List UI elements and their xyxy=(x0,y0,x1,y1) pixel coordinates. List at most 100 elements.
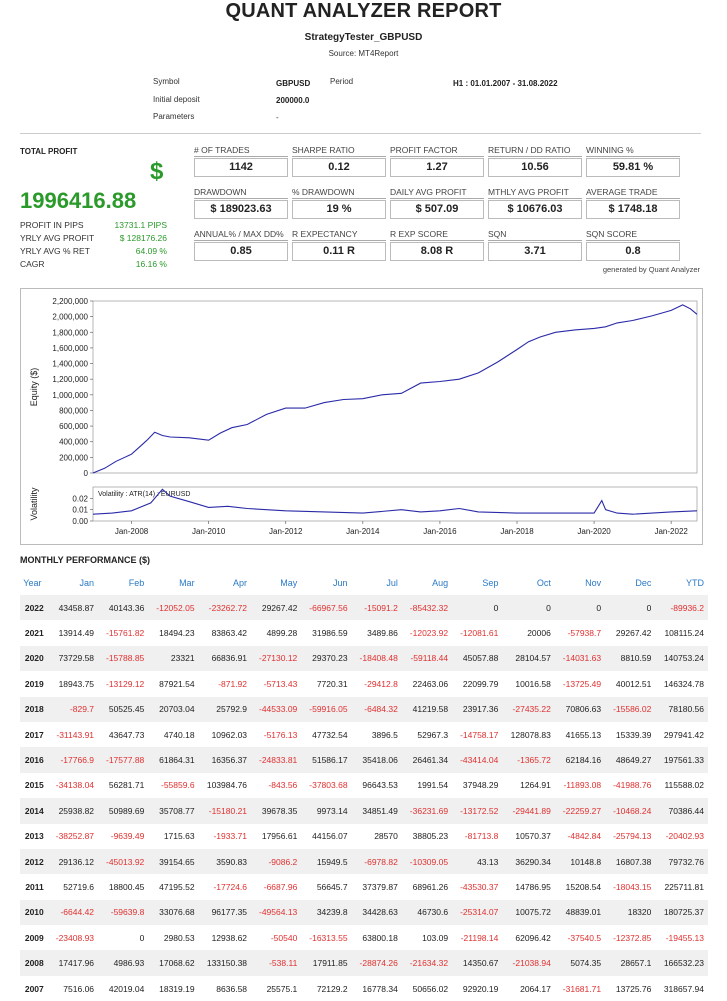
value-cell: 4740.18 xyxy=(163,729,195,740)
value-cell: 96177.35 xyxy=(198,899,252,926)
value-cell: 40012.51 xyxy=(615,678,652,689)
value-cell: 9973.14 xyxy=(301,798,352,824)
value-cell: 34428.63 xyxy=(351,899,402,926)
value-cell: 46730.6 xyxy=(401,899,453,926)
equity-chart-panel: 0 200,000 400,000 600,000 800,000 1,000,000 1,… xyxy=(20,288,703,545)
stat-label: PROFIT IN PIPS xyxy=(20,220,84,230)
y-tick-label: 1,000,000 xyxy=(52,391,88,400)
value-cell: -6978.82 xyxy=(351,848,402,875)
column-header: Sep xyxy=(482,578,499,588)
value-cell: 39154.65 xyxy=(148,848,199,875)
year-cell: 2021 xyxy=(24,628,44,639)
value-cell: 43.13 xyxy=(452,848,503,875)
value-cell: 23321 xyxy=(148,645,199,672)
value-cell: -34138.04 xyxy=(55,780,95,791)
value-cell: 10075.72 xyxy=(502,899,555,926)
metric-value: 0.8 xyxy=(586,242,680,261)
value-cell: 0 xyxy=(502,595,555,621)
x-tick-label: Jan-2012 xyxy=(269,527,303,536)
metric-label: # OF TRADES xyxy=(194,145,288,157)
value-cell: 0 xyxy=(452,595,503,621)
value-cell: 297941.42 xyxy=(663,729,704,740)
value-cell: 78180.56 xyxy=(655,696,708,722)
year-cell: 2018 xyxy=(20,696,48,722)
value-cell: -9639.49 xyxy=(110,831,145,842)
value-cell: 52967.3 xyxy=(417,729,449,740)
stat-label: YRLY AVG % RET xyxy=(20,246,90,256)
value-cell: 5074.35 xyxy=(554,950,606,976)
value-cell: 22463.06 xyxy=(412,678,449,689)
value-cell: -829.7 xyxy=(47,696,99,722)
metric-trades: # OF TRADES 1142 xyxy=(194,145,288,177)
metric-label: DRAWDOWN xyxy=(194,187,288,199)
value-cell: 39678.35 xyxy=(251,798,302,824)
value-cell: 31986.59 xyxy=(312,628,348,639)
value-cell: 18494.23 xyxy=(159,628,195,639)
value-cell: -17766.9 xyxy=(47,747,99,773)
value-cell: -13172.52 xyxy=(452,798,503,824)
value-cell: 25792.9 xyxy=(198,696,252,722)
value-cell: -10309.05 xyxy=(401,848,453,875)
value-cell: -24833.81 xyxy=(251,747,302,773)
metric-profit-factor: PROFIT FACTOR 1.27 xyxy=(390,145,484,177)
value-cell: -20402.93 xyxy=(665,831,704,842)
value-cell: 15949.5 xyxy=(301,848,352,875)
value-cell: -18408.48 xyxy=(351,645,402,672)
table-row: 2007 7516.06 42019.04 18319.19 8636.58 25575.… xyxy=(20,976,708,1001)
monthly-performance-table: Year Jan Feb Mar Apr May Jun Jul Aug Sep Oct Nov Dec… xyxy=(20,571,708,1001)
value-cell: -89936.2 xyxy=(655,595,708,621)
x-tick-label: Jan-2020 xyxy=(577,527,611,536)
y-tick-label: 200,000 xyxy=(59,453,88,462)
value-cell: 318657.94 xyxy=(663,983,704,994)
value-cell: -43414.04 xyxy=(452,747,503,773)
y-tick-label: 2,200,000 xyxy=(52,297,88,306)
value-cell: 17068.62 xyxy=(148,950,199,976)
table-row: 2010 -6644.42 -59639.8 33076.68 96177.35 -495… xyxy=(20,899,708,926)
dollar-icon: $ xyxy=(150,158,164,185)
column-header: YTD xyxy=(686,578,704,588)
table-row: 2020 73729.58 -15788.85 23321 66836.91 -27130… xyxy=(20,645,708,672)
value-cell: 13725.76 xyxy=(615,983,652,994)
value-cell: -538.11 xyxy=(251,950,302,976)
value-cell: -9086.2 xyxy=(251,848,302,875)
parameters-value: - xyxy=(276,113,279,122)
stat-label: YRLY AVG PROFIT xyxy=(20,233,95,243)
table-row: 2017 -31143.91 43647.73 4740.18 10962.03 -517… xyxy=(20,722,708,747)
value-cell: 47195.52 xyxy=(159,881,195,892)
value-cell: 3590.83 xyxy=(198,848,252,875)
value-cell: 18943.75 xyxy=(58,678,95,689)
value-cell: 61864.31 xyxy=(148,747,199,773)
value-cell: -21198.14 xyxy=(460,932,499,943)
table-row: 2013 -38252.87 -9639.49 1715.63 -1933.71 1795… xyxy=(20,824,708,849)
value-cell: 8636.58 xyxy=(216,983,248,994)
generated-by: generated by Quant Analyzer xyxy=(602,265,700,274)
value-cell: 40143.36 xyxy=(98,595,149,621)
column-header: Dec xyxy=(635,578,652,588)
value-cell: -11893.08 xyxy=(563,780,602,791)
metric-label: R EXP SCORE xyxy=(390,229,484,241)
metric-r-exp-score: R EXP SCORE 8.08 R xyxy=(390,229,484,261)
metric-value: $ 507.09 xyxy=(390,200,484,219)
metric-value: $ 1748.18 xyxy=(586,200,680,219)
value-cell: -29441.89 xyxy=(502,798,555,824)
value-cell: 37948.29 xyxy=(462,780,499,791)
x-tick-label: Jan-2014 xyxy=(346,527,380,536)
year-cell: 2012 xyxy=(20,848,48,875)
metric-return-dd: RETURN / DD RATIO 10.56 xyxy=(488,145,582,177)
value-cell: 133150.38 xyxy=(198,950,252,976)
stat-cagr: CAGR 16.16 % xyxy=(20,259,167,269)
y-tick-label: 2,000,000 xyxy=(52,313,88,322)
metric-label: R EXPECTANCY xyxy=(292,229,386,241)
value-cell: 8810.59 xyxy=(605,645,656,672)
value-cell: -44533.09 xyxy=(251,696,302,722)
y-tick-label: 0 xyxy=(84,469,89,478)
column-header: May xyxy=(280,578,298,588)
table-row: 2011 52719.6 18800.45 47195.52 -17724.6 -6687… xyxy=(20,874,708,899)
value-cell: -45013.92 xyxy=(98,848,149,875)
value-cell: 28657.1 xyxy=(605,950,656,976)
value-cell: 29267.42 xyxy=(251,595,302,621)
value-cell: -41988.76 xyxy=(613,780,652,791)
value-cell: 13914.49 xyxy=(58,628,95,639)
value-cell: 14350.67 xyxy=(452,950,503,976)
value-cell: 197561.33 xyxy=(655,747,708,773)
